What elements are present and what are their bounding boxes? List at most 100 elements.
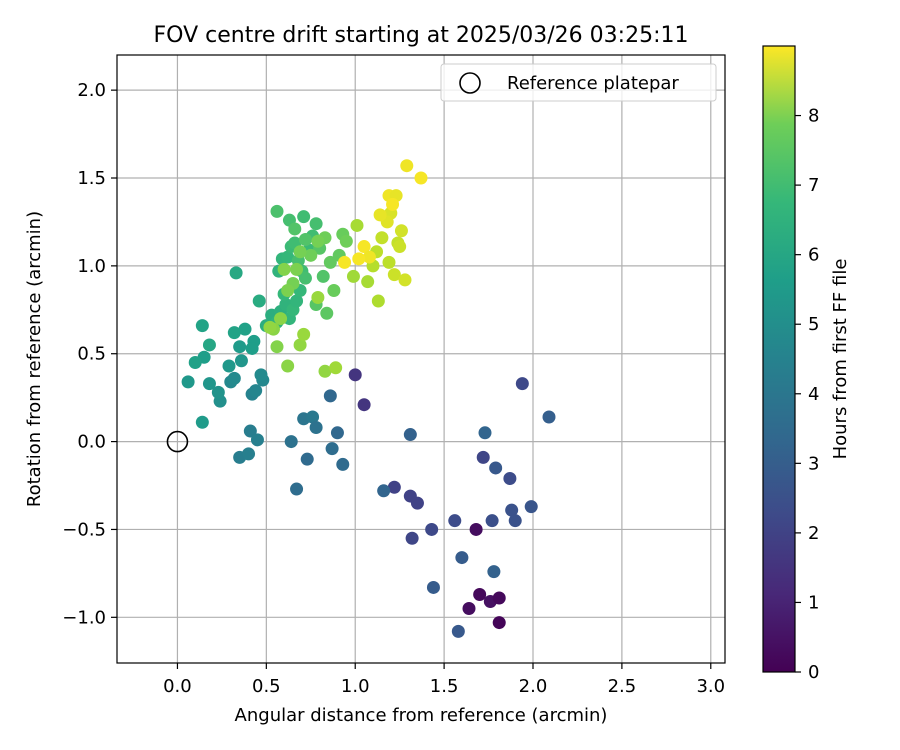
data-point [394,224,408,238]
plot-area [117,55,725,663]
data-point [485,514,499,528]
data-point [242,447,256,461]
data-point [371,294,385,308]
colorbar-label: Hours from first FF file [830,259,851,460]
data-point [297,327,311,341]
data-point [400,159,414,173]
data-point [462,602,476,616]
data-point [414,171,428,185]
data-point [505,503,519,517]
data-point [195,415,209,429]
data-point [309,217,323,231]
colorbar-tick-label: 1 [808,592,819,613]
data-point [338,255,352,269]
data-point [348,368,362,382]
data-point [489,461,503,475]
data-point [448,514,462,528]
data-point [375,231,389,245]
data-point [181,375,195,389]
colorbar-tick-label: 5 [808,314,819,335]
plot-frame [116,54,726,664]
data-point [227,326,241,340]
data-point [243,424,257,438]
grid-lines [117,55,725,663]
data-point [476,450,490,464]
data-point [309,421,323,435]
data-point [387,480,401,494]
x-tick-label: 3.0 [696,676,725,697]
data-point [524,500,538,514]
data-point [188,356,202,370]
data-point [202,377,216,391]
data-point [233,340,247,354]
data-point [377,484,391,498]
data-point [361,275,375,289]
colorbar-tick-label: 3 [808,453,819,474]
data-point [297,210,311,224]
data-point [281,359,295,373]
colorbar-tick-label: 0 [808,662,819,683]
data-point [254,368,268,382]
legend: Reference platepar [440,63,717,102]
data-point [263,320,277,334]
data-point [339,234,353,248]
data-point [387,268,401,282]
data-point [323,255,337,269]
x-tick-label: 1.0 [341,676,370,697]
legend-label: Reference platepar [507,73,679,94]
data-point [346,269,360,283]
data-point [357,398,371,412]
data-point [281,250,295,264]
data-point [451,624,465,638]
data-point [469,522,483,536]
y-tick-label: −1.0 [62,607,106,628]
data-point [293,245,307,259]
data-point [373,208,387,222]
data-point [270,340,284,354]
data-point [284,435,298,449]
data-point [202,338,216,352]
reference-point-marker [166,430,189,453]
data-point [362,250,376,264]
data-point [382,255,396,269]
data-point [316,269,330,283]
data-point [425,522,439,536]
data-point [250,433,264,447]
data-point [281,283,295,297]
colorbar-tick-label: 2 [808,523,819,544]
data-point [403,428,417,442]
data-point [515,377,529,391]
x-tick-label: 2.5 [608,676,637,697]
x-tick-label: 2.0 [519,676,548,697]
data-point [487,565,501,579]
y-tick-label: 0.5 [77,344,106,365]
data-point [325,442,339,456]
data-point [455,551,469,565]
data-point [311,234,325,248]
data-point [393,240,407,254]
data-point [405,531,419,545]
colorbar-tick-label: 8 [808,106,819,127]
data-point [426,580,440,594]
data-point [293,338,307,352]
data-point [410,496,424,510]
data-point [298,233,312,247]
x-tick-label: 1.5 [430,676,459,697]
data-point [478,426,492,440]
y-tick-label: 0.0 [77,432,106,453]
data-point [336,457,350,471]
x-axis-label: Angular distance from reference (arcmin) [235,705,608,726]
data-point [277,262,291,276]
data-point [290,482,304,496]
y-axis-label: Rotation from reference (arcmin) [24,211,45,507]
data-points [181,159,556,638]
data-point [323,389,337,403]
data-point [318,364,332,378]
data-point [398,273,412,287]
data-point [222,359,236,373]
y-tick-label: −0.5 [62,519,106,540]
data-point [304,248,318,262]
data-point [352,252,366,266]
data-point [329,361,343,375]
